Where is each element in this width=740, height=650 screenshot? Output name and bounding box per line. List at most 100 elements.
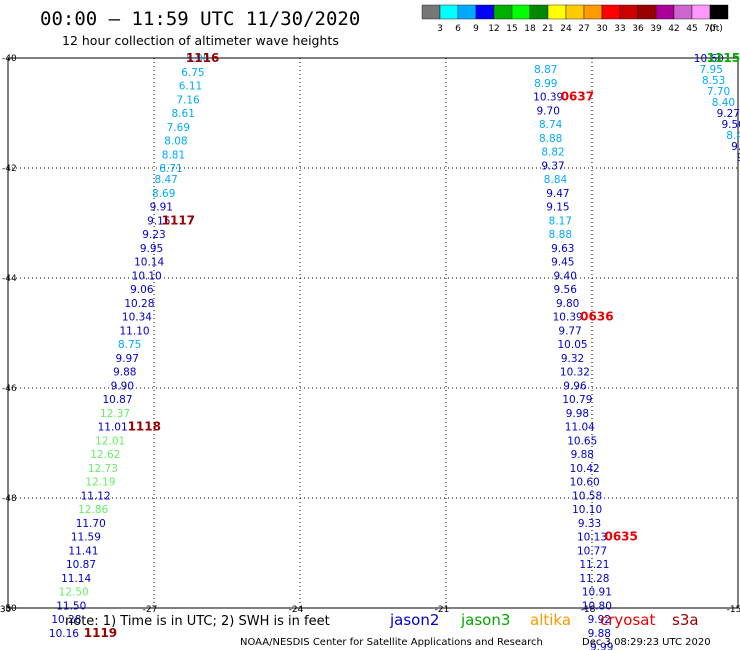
wave-height-point: 8.53 [702, 75, 725, 87]
wave-height-point: 11.21 [579, 559, 609, 571]
wave-height-point: 9.99 [590, 642, 613, 650]
wave-height-point: 10.13 [577, 532, 607, 544]
time-labels: 111611171118111906370636063506341115 [84, 51, 740, 640]
wave-height-point: 8.82 [541, 147, 564, 159]
wave-height-point: 10.60 [694, 53, 724, 65]
wave-height-point: 8.84 [544, 174, 568, 186]
timestamp: Dec 3 08:29:23 UTC 2020 [582, 637, 711, 648]
wave-height-point: 12.19 [85, 477, 115, 489]
colorbar-swatch [619, 4, 639, 20]
wave-height-point: 9.88 [588, 628, 611, 640]
wave-height-point: 11.14 [61, 573, 91, 585]
wave-height-point: 9.45 [551, 257, 574, 269]
axis-ticks: -30 -27 -24 -21 -18 -15 -40 -42 -44 -46 -48 -50 [0, 54, 740, 615]
legend-jason3: jason3 [460, 611, 510, 629]
wave-height-point: 10.05 [558, 339, 588, 351]
wave-height-point: 10.14 [134, 257, 164, 269]
time-label: 0635 [604, 530, 637, 544]
wave-height-point: 11.70 [76, 518, 106, 530]
wave-height-point: 9.91 [150, 202, 173, 214]
wave-height-point: 10.91 [582, 587, 612, 599]
chart-title: 00:00 – 11:59 UTC 11/30/2020 [40, 8, 360, 30]
y-tick-label: -48 [2, 494, 17, 504]
y-tick-label: -42 [2, 164, 17, 174]
wave-height-point: 9.32 [561, 353, 584, 365]
wave-height-point: 9.09 [731, 141, 740, 153]
colorbar-label: 39 [650, 24, 662, 34]
wave-height-point: 12.01 [95, 435, 125, 447]
y-tick-label: -50 [2, 604, 17, 614]
wave-height-point: 8.75 [118, 339, 141, 351]
wave-height-point: 7.16 [176, 94, 200, 106]
time-label: 1117 [162, 213, 195, 227]
satellite-legend: jason2 jason3 altika cryosat s3a [389, 611, 699, 629]
wave-height-point: 10.39 [553, 312, 583, 324]
legend-cryosat: cryosat [600, 611, 655, 629]
wave-height-point: 6.75 [181, 67, 204, 79]
colorbar-swatch [601, 4, 621, 20]
data-points: 5.98 6.75 6.117.16 8.61 7.69 8.088.81 8.718.47… [49, 53, 740, 650]
wave-height-point: 9.47 [546, 188, 569, 200]
colorbar-label: 36 [632, 24, 644, 34]
x-tick-label: -21 [435, 605, 450, 615]
wave-height-point: 9.1 [737, 152, 740, 164]
grid-lines [8, 58, 738, 608]
wave-height-point: 6.11 [179, 81, 202, 93]
x-tick-label: -24 [289, 605, 304, 615]
wave-height-point: 10.32 [560, 367, 590, 379]
wave-height-point: 9.23 [142, 229, 165, 241]
wave-height-point: 11.10 [120, 325, 150, 337]
legend-altika: altika [530, 611, 571, 629]
wave-height-point: 9.92 [588, 614, 611, 626]
time-label: 0637 [561, 90, 594, 104]
wave-height-point: 7.69 [167, 122, 190, 134]
chart-subtitle: 12 hour collection of altimeter wave hei… [62, 33, 339, 48]
wave-height-point: 8.88 [539, 133, 562, 145]
wave-height-point: 8.87 [534, 64, 557, 76]
colorbar-label: 3 [437, 24, 443, 34]
colorbar-label: 30 [596, 24, 608, 34]
colorbar-label: 18 [524, 24, 536, 34]
wave-height-point: 11.04 [565, 422, 595, 434]
wave-height-point: 8.99 [534, 78, 557, 90]
wave-height-point: 9.88 [113, 367, 136, 379]
colorbar-label: 6 [455, 24, 461, 34]
colorbar-label: 24 [560, 24, 572, 34]
colorbar-label: 70 [704, 24, 716, 34]
wave-height-point: 11.50 [56, 600, 86, 612]
x-tick-label: -30 [0, 605, 12, 615]
wave-height-point: 9.88 [571, 449, 594, 461]
wave-height-point: 10.79 [562, 394, 592, 406]
x-tick-label: -27 [143, 605, 158, 615]
wave-height-point: 12.37 [100, 408, 130, 420]
colorbar: 3 6 9 12 15 18 21 24 27 30 33 36 39 42 45 70(ft) [421, 4, 729, 34]
wave-height-point: 9.27 [717, 108, 740, 120]
colorbar-swatch [493, 4, 513, 20]
colorbar-swatch [709, 4, 729, 20]
wave-height-point: 9.63 [551, 243, 574, 255]
wave-height-point: 8.17 [549, 215, 572, 227]
time-label: 1116 [186, 51, 219, 65]
wave-height-point: 9.15 [546, 202, 569, 214]
wave-height-point: 12.62 [90, 449, 120, 461]
wave-height-point: 12.50 [59, 587, 89, 599]
colorbar-swatch [583, 4, 603, 20]
wave-height-point: 8.40 [712, 97, 735, 109]
wave-height-point: 9.98 [566, 408, 589, 420]
colorbar-swatch [475, 4, 495, 20]
wave-height-point: 10.34 [122, 312, 152, 324]
wave-height-point: 9.77 [558, 325, 581, 337]
wave-height-point: 10.58 [572, 490, 602, 502]
wave-height-point: 9.96 [563, 380, 587, 392]
wave-height-point: 8.71 [159, 163, 182, 175]
wave-height-point: 8.61 [172, 108, 195, 120]
wave-height-point: 9.06 [130, 284, 154, 296]
x-tick-label: -15 [727, 605, 740, 615]
y-tick-label: -40 [2, 54, 17, 64]
time-label: 0636 [580, 310, 613, 324]
wave-height-point: 11.12 [81, 490, 111, 502]
footnote: note: 1) Time is in UTC; 2) SWH is in fe… [65, 614, 330, 629]
colorbar-swatch [529, 4, 549, 20]
wave-height-point: 8.74 [539, 119, 563, 131]
